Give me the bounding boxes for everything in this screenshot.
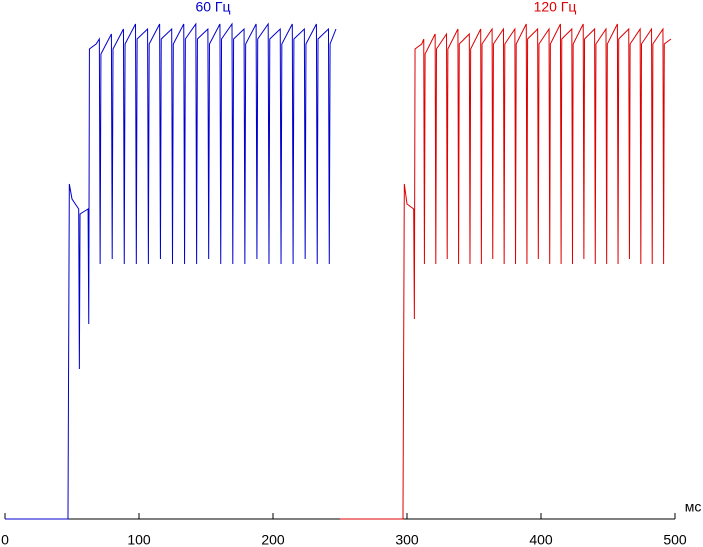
line-series	[340, 23, 672, 520]
x-tick-label: 100	[127, 532, 151, 547]
x-tick-label: 400	[529, 532, 553, 547]
series-label: 120 Гц	[534, 0, 577, 15]
x-axis-label: мс	[685, 499, 702, 515]
series-label: 60 Гц	[195, 0, 230, 15]
line-series	[5, 22, 337, 520]
x-tick-label: 300	[395, 532, 419, 547]
x-tick-label: 200	[261, 532, 285, 547]
x-tick-label: 0	[1, 532, 9, 547]
x-tick-label: 500	[663, 532, 687, 547]
